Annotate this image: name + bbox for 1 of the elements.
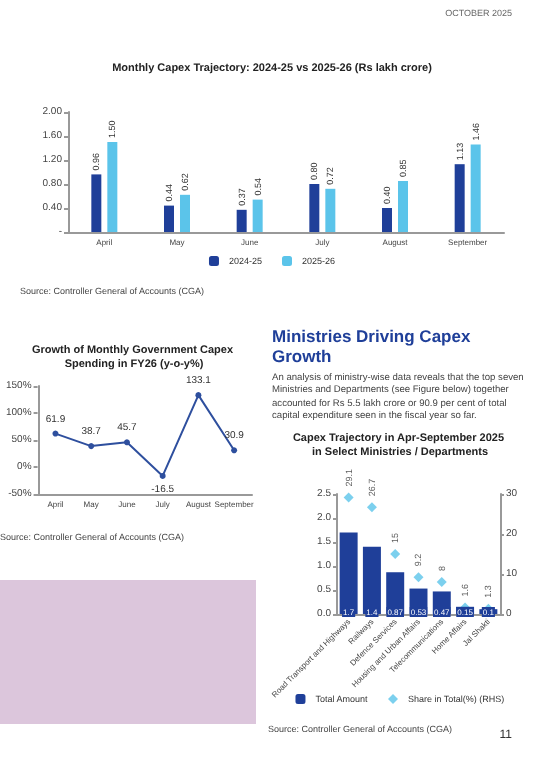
text: Ministries Driving Capex Growth	[272, 326, 473, 366]
